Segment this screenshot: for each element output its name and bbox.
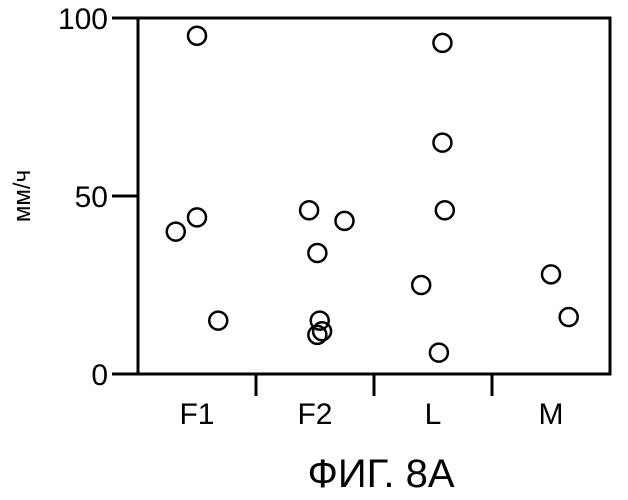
y-tick-label-0: 0: [91, 359, 108, 392]
data-point-f2: [313, 322, 331, 340]
data-point-f1: [209, 312, 227, 330]
x-tick-label-l: L: [425, 398, 442, 431]
y-axis-title: мм/ч: [9, 170, 36, 222]
x-tick-label-f1: F1: [179, 398, 214, 431]
y-tick-label-50: 50: [75, 181, 108, 214]
x-tick-label-f2: F2: [297, 398, 332, 431]
data-point-f2: [300, 201, 318, 219]
data-point-f2: [308, 244, 326, 262]
data-point-l: [430, 344, 448, 362]
data-point-f1: [188, 27, 206, 45]
y-axis: 0 50 100: [58, 3, 138, 392]
data-points: [167, 27, 578, 362]
data-point-l: [436, 201, 454, 219]
data-point-l: [412, 276, 430, 294]
data-point-m: [560, 308, 578, 326]
data-point-m: [542, 265, 560, 283]
x-axis: F1 F2 L M: [179, 374, 563, 431]
data-point-l: [433, 134, 451, 152]
data-point-l: [433, 34, 451, 52]
data-point-f1: [167, 223, 185, 241]
data-point-f2: [336, 212, 354, 230]
data-point-f1: [188, 208, 206, 226]
figure-caption: ФИГ. 8A: [307, 452, 454, 496]
x-tick-label-m: M: [539, 398, 564, 431]
y-tick-label-100: 100: [58, 3, 108, 36]
